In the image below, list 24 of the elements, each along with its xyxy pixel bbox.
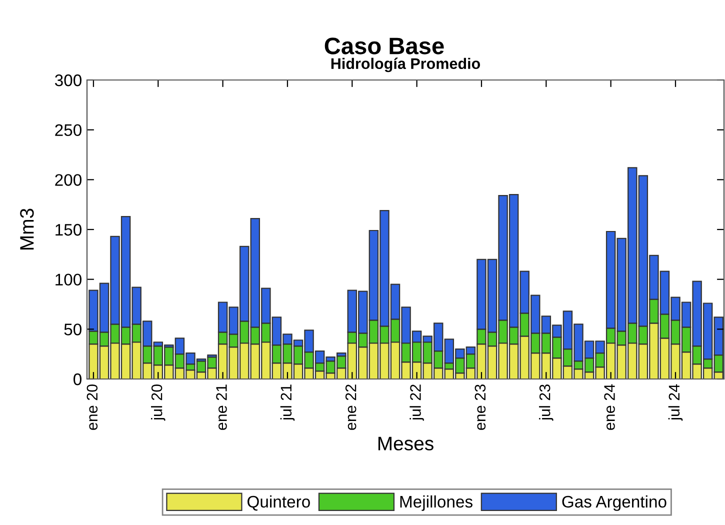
x-tick-label: ene 24 — [604, 384, 615, 430]
y-tick-label: 100 — [56, 274, 82, 286]
x-axis-title: Meses — [378, 436, 434, 450]
x-tick-label: jul 22 — [410, 384, 424, 421]
y-tick-label: 300 — [54, 74, 82, 86]
chart-title: Caso Base — [324, 38, 444, 54]
x-tick-label: ene 23 — [474, 384, 486, 430]
y-tick-label: 200 — [55, 174, 82, 186]
legend-label: Quintero — [248, 495, 310, 511]
x-tick-label: ene 21 — [216, 384, 227, 430]
x-tick-label: ene 22 — [345, 384, 356, 430]
legend-label: Mejillones — [400, 495, 472, 511]
y-tick-label: 250 — [55, 124, 82, 136]
y-tick-label: 0 — [74, 373, 82, 386]
x-tick-label: ene 20 — [86, 384, 98, 430]
x-tick-label: jul 20 — [151, 384, 166, 421]
x-tick-label: jul 23 — [539, 384, 554, 421]
x-tick-label: jul 24 — [668, 384, 683, 421]
x-tick-label: jul 21 — [280, 384, 295, 421]
chart-subtitle: Hidrología Promedio — [331, 58, 480, 72]
y-tick-label: 50 — [64, 324, 82, 336]
y-axis-title: Mm3 — [20, 208, 34, 250]
legend-label: Gas Argentino — [562, 495, 666, 511]
y-tick-label: 150 — [56, 224, 82, 236]
